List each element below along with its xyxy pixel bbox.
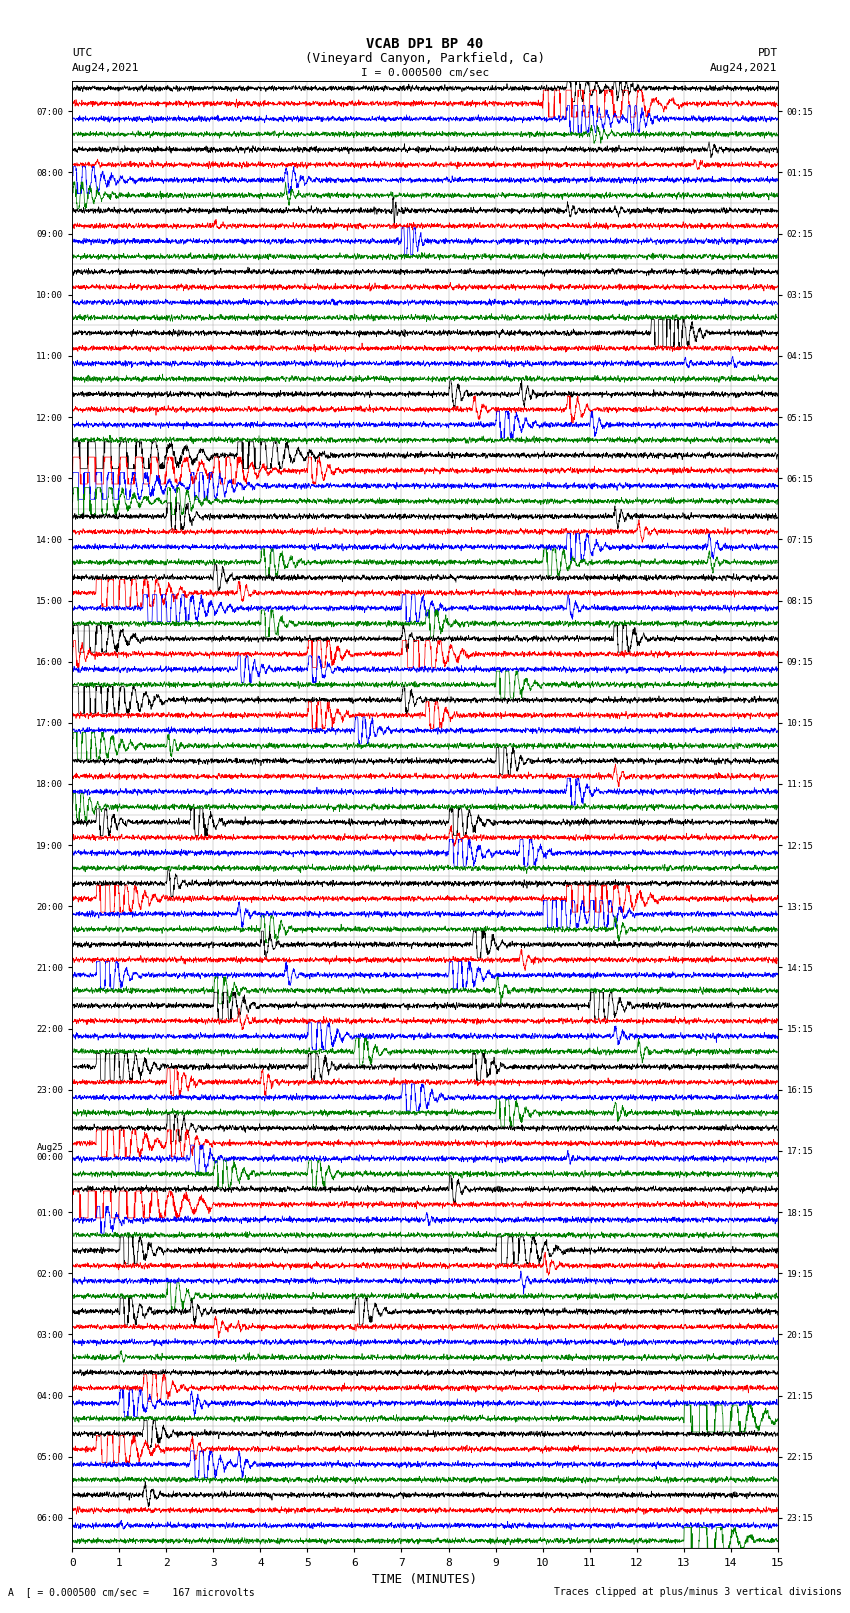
Text: (Vineyard Canyon, Parkfield, Ca): (Vineyard Canyon, Parkfield, Ca): [305, 52, 545, 65]
Text: I = 0.000500 cm/sec: I = 0.000500 cm/sec: [361, 68, 489, 77]
Text: Aug24,2021: Aug24,2021: [72, 63, 139, 73]
Text: VCAB DP1 BP 40: VCAB DP1 BP 40: [366, 37, 484, 52]
X-axis label: TIME (MINUTES): TIME (MINUTES): [372, 1573, 478, 1586]
Text: PDT: PDT: [757, 48, 778, 58]
Text: UTC: UTC: [72, 48, 93, 58]
Text: Traces clipped at plus/minus 3 vertical divisions: Traces clipped at plus/minus 3 vertical …: [553, 1587, 842, 1597]
Text: Aug24,2021: Aug24,2021: [711, 63, 778, 73]
Text: A  [ = 0.000500 cm/sec =    167 microvolts: A [ = 0.000500 cm/sec = 167 microvolts: [8, 1587, 255, 1597]
